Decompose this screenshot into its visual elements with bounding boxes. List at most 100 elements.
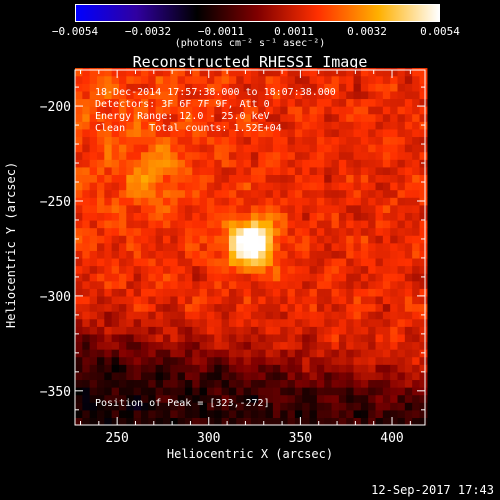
heatmap-cell	[126, 75, 135, 84]
heatmap-cell	[272, 242, 281, 251]
heatmap-cell	[250, 280, 259, 289]
heatmap-cell	[148, 166, 157, 176]
heatmap-cell	[184, 83, 193, 92]
heatmap-cell	[228, 144, 237, 153]
heatmap-cell	[155, 394, 164, 403]
heatmap-cell	[258, 151, 267, 160]
heatmap-cell	[390, 280, 399, 289]
heatmap-cell	[404, 371, 413, 381]
heatmap-cell	[375, 311, 384, 320]
heatmap-cell	[126, 219, 135, 229]
heatmap-cell	[331, 379, 340, 388]
heatmap-cell	[170, 204, 179, 213]
heatmap-cell	[265, 197, 274, 206]
heatmap-cell	[258, 166, 267, 176]
heatmap-cell	[294, 288, 303, 297]
heatmap-cell	[250, 417, 259, 426]
heatmap-cell	[294, 174, 303, 183]
heatmap-cell	[324, 98, 333, 107]
heatmap-cell	[89, 204, 98, 213]
heatmap-cell	[353, 288, 362, 297]
heatmap-cell	[287, 409, 296, 419]
heatmap-cell	[228, 189, 237, 198]
heatmap-cell	[338, 106, 347, 115]
heatmap-cell	[118, 333, 127, 343]
heatmap-cell	[199, 189, 208, 198]
heatmap-cell	[331, 204, 340, 213]
heatmap-cell	[375, 242, 384, 251]
heatmap-cell	[302, 182, 311, 191]
heatmap-cell	[184, 166, 193, 176]
heatmap-cell	[397, 250, 406, 259]
heatmap-cell	[162, 250, 171, 259]
heatmap-cell	[170, 197, 179, 206]
heatmap-cell	[89, 113, 98, 122]
heatmap-cell	[184, 212, 193, 221]
heatmap-cell	[375, 189, 384, 198]
heatmap-cell	[192, 151, 201, 160]
heatmap-cell	[368, 402, 377, 411]
heatmap-cell	[360, 68, 369, 77]
heatmap-cell	[250, 136, 259, 145]
heatmap-cell	[126, 204, 135, 213]
heatmap-cell	[155, 227, 164, 236]
heatmap-cell	[104, 311, 113, 320]
heatmap-cell	[419, 174, 428, 183]
heatmap-cell	[272, 98, 281, 107]
heatmap-cell	[302, 303, 311, 312]
heatmap-cell	[104, 83, 113, 92]
heatmap-cell	[324, 356, 333, 365]
heatmap-cell	[184, 326, 193, 335]
heatmap-cell	[118, 371, 127, 381]
heatmap-cell	[346, 371, 355, 381]
heatmap-cell	[250, 189, 259, 198]
heatmap-cell	[236, 371, 245, 381]
heatmap-cell	[353, 227, 362, 236]
heatmap-cell	[126, 83, 135, 92]
heatmap-cell	[302, 98, 311, 107]
heatmap-cell	[133, 402, 142, 411]
heatmap-cell	[390, 250, 399, 259]
heatmap-cell	[199, 219, 208, 229]
heatmap-cell	[118, 204, 127, 213]
heatmap-cell	[382, 90, 391, 100]
heatmap-cells	[75, 68, 428, 426]
heatmap-cell	[375, 394, 384, 403]
heatmap-cell	[258, 144, 267, 153]
heatmap-cell	[324, 68, 333, 77]
heatmap-cell	[397, 136, 406, 145]
heatmap-cell	[331, 98, 340, 107]
heatmap-cell	[272, 151, 281, 160]
heatmap-cell	[316, 341, 325, 350]
heatmap-cell	[309, 326, 318, 335]
heatmap-cell	[104, 98, 113, 107]
heatmap-cell	[419, 113, 428, 122]
heatmap-cell	[104, 295, 113, 305]
heatmap-cell	[75, 128, 83, 138]
heatmap-cell	[199, 349, 208, 358]
heatmap-cell	[294, 189, 303, 198]
heatmap-cell	[75, 288, 83, 297]
x-tick-label: 250	[105, 431, 128, 446]
heatmap-cell	[199, 394, 208, 403]
heatmap-cell	[192, 68, 201, 77]
heatmap-cell	[118, 409, 127, 419]
heatmap-cell	[272, 212, 281, 221]
heatmap-cell	[280, 90, 289, 100]
heatmap-cell	[368, 83, 377, 92]
heatmap-cell	[346, 98, 355, 107]
heatmap-cell	[177, 273, 186, 282]
heatmap-cell	[75, 136, 83, 145]
heatmap-cell	[331, 341, 340, 350]
heatmap-cell	[338, 83, 347, 92]
heatmap-cell	[75, 151, 83, 160]
heatmap-cell	[206, 341, 215, 350]
heatmap-cell	[346, 204, 355, 213]
heatmap-cell	[338, 212, 347, 221]
heatmap-cell	[104, 273, 113, 282]
heatmap-cell	[316, 212, 325, 221]
heatmap-cell	[265, 144, 274, 153]
heatmap-cell	[258, 326, 267, 335]
heatmap-cell	[338, 250, 347, 259]
heatmap-cell	[309, 280, 318, 289]
